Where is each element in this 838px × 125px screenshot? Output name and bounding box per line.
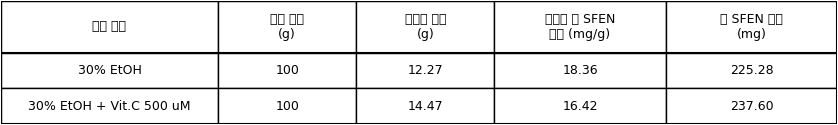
Text: 총 SFEN 중량
(mg): 총 SFEN 중량 (mg)	[720, 13, 783, 41]
Text: 237.60: 237.60	[730, 100, 773, 113]
Text: 14.47: 14.47	[407, 100, 443, 113]
Bar	[666, 88, 837, 124]
Text: 100: 100	[276, 100, 299, 113]
Bar	[494, 1, 666, 53]
Text: 추출물 내 SFEN
농도 (mg/g): 추출물 내 SFEN 농도 (mg/g)	[545, 13, 615, 41]
Bar	[666, 53, 837, 88]
Bar	[218, 53, 356, 88]
Text: 12.27: 12.27	[407, 64, 443, 77]
Bar	[1, 88, 218, 124]
Bar	[356, 1, 494, 53]
Bar	[1, 53, 218, 88]
Text: 용매 조건: 용매 조건	[92, 20, 127, 33]
Bar	[356, 53, 494, 88]
Text: 30% EtOH + Vit.C 500 uM: 30% EtOH + Vit.C 500 uM	[28, 100, 191, 113]
Bar	[494, 53, 666, 88]
Text: 원물 중량
(g): 원물 중량 (g)	[270, 13, 304, 41]
Text: 18.36: 18.36	[562, 64, 597, 77]
Text: 100: 100	[276, 64, 299, 77]
Bar	[666, 1, 837, 53]
Bar	[1, 1, 218, 53]
Bar	[494, 88, 666, 124]
Text: 추출물 중량
(g): 추출물 중량 (g)	[405, 13, 446, 41]
Text: 225.28: 225.28	[730, 64, 773, 77]
Text: 16.42: 16.42	[562, 100, 597, 113]
Bar	[218, 1, 356, 53]
Text: 30% EtOH: 30% EtOH	[78, 64, 142, 77]
Bar	[218, 88, 356, 124]
Bar	[356, 88, 494, 124]
